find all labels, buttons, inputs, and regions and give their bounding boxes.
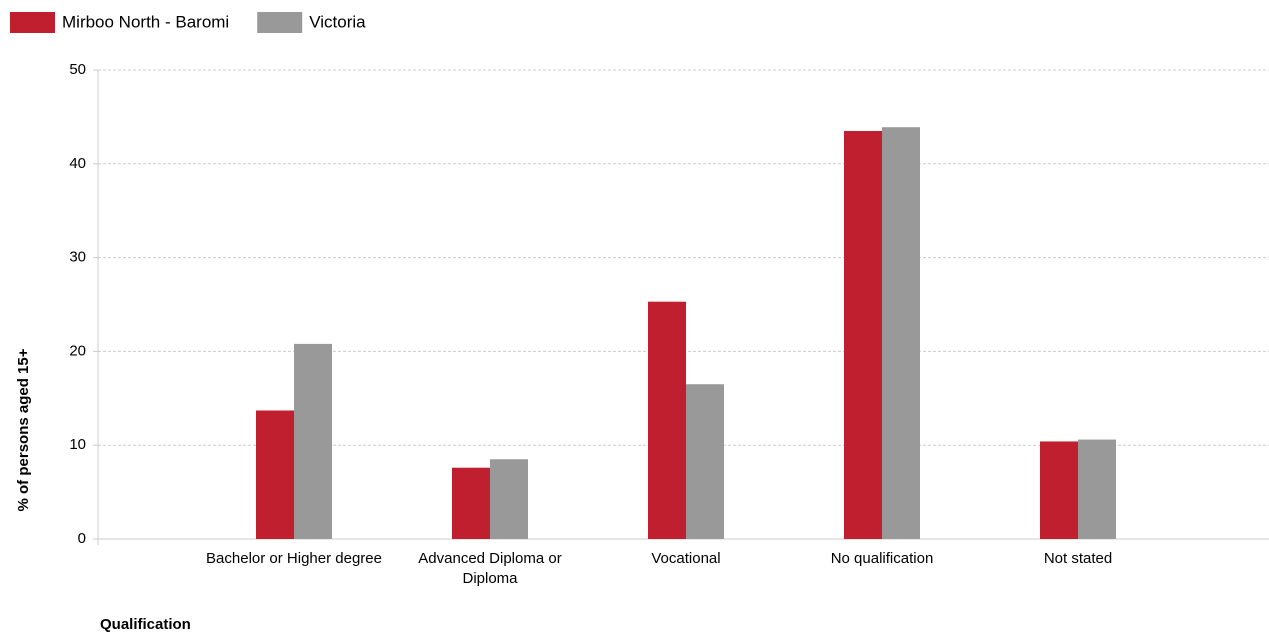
y-axis-title: % of persons aged 15+ [15,348,32,511]
bar [882,127,920,539]
x-tick-label: Bachelor or Higher degree [206,550,382,567]
bar [648,301,686,539]
bar [452,467,490,539]
x-tick-label: Vocational [651,550,721,567]
bar [256,410,294,539]
x-axis-title: Qualification [100,616,191,633]
x-tick-label: No qualification [830,550,934,567]
legend-label: Mirboo North - Baromi [62,12,229,31]
y-tick-label: 10 [69,436,86,453]
y-tick-label: 40 [69,155,86,172]
bar [844,130,882,539]
x-tick-label: Not stated [1043,550,1113,567]
bar [1040,441,1078,539]
y-tick-label: 50 [69,61,86,78]
legend-label: Victoria [309,12,366,31]
y-tick-label: 0 [78,530,86,547]
bar [294,343,332,539]
legend-swatch [10,12,55,33]
legend-swatch [257,12,303,33]
y-tick-label: 30 [69,249,86,266]
y-tick-label: 20 [69,342,86,359]
bar [686,384,724,539]
x-tick-label: Advanced Diploma or Diploma [418,550,562,587]
bar [490,459,528,539]
bar [1078,439,1116,539]
